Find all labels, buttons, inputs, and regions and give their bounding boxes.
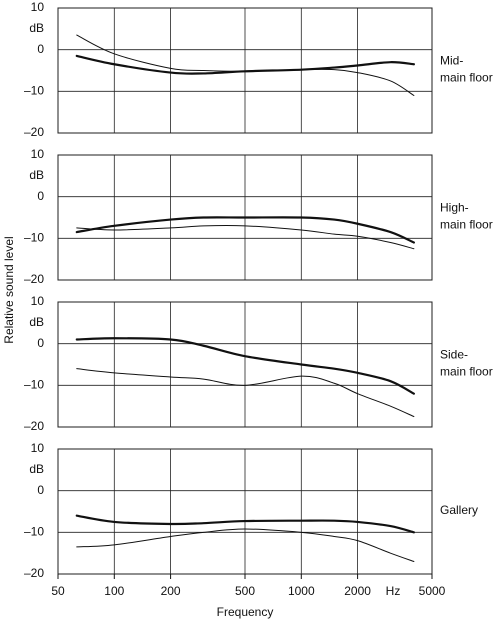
x-tick-label: 50: [51, 584, 65, 598]
y-tick-label: –20: [24, 125, 44, 139]
panel-label: main floor: [440, 218, 493, 232]
line-series: [76, 528, 415, 562]
x-axis-label: Frequency: [217, 605, 274, 619]
x-tick-label: 1000: [288, 584, 315, 598]
line-series: [75, 216, 415, 244]
y-unit: dB: [29, 168, 44, 182]
line-series: [76, 34, 415, 96]
line-series: [75, 514, 415, 534]
y-tick-label: –10: [24, 231, 44, 245]
x-tick-label: 100: [104, 584, 124, 598]
y-unit: dB: [29, 462, 44, 476]
x-unit: Hz: [386, 584, 401, 598]
y-axis-label: Relative sound level: [2, 236, 16, 343]
panel-label: Gallery: [440, 503, 478, 517]
x-tick-label: 5000: [419, 584, 446, 598]
panel-label: main floor: [440, 365, 493, 379]
y-tick-label: 10: [31, 147, 45, 161]
y-tick-label: 10: [31, 294, 45, 308]
y-tick-label: –20: [24, 272, 44, 286]
y-unit: dB: [29, 315, 44, 329]
panel-label: Mid-: [440, 54, 463, 68]
y-tick-label: 10: [31, 441, 45, 455]
line-series: [76, 224, 415, 250]
y-tick-label: 0: [37, 189, 44, 203]
y-tick-label: 0: [37, 336, 44, 350]
panel-label: High-: [440, 201, 469, 215]
y-tick-label: –20: [24, 566, 44, 580]
panel-label: Side-: [440, 348, 468, 362]
y-tick-label: 0: [37, 42, 44, 56]
y-tick-label: 10: [31, 0, 45, 14]
y-unit: dB: [29, 21, 44, 35]
line-series: [75, 337, 415, 395]
y-tick-label: –10: [24, 84, 44, 98]
x-tick-label: 200: [161, 584, 181, 598]
panel-label: main floor: [440, 71, 493, 85]
y-tick-label: –20: [24, 419, 44, 433]
y-tick-label: 0: [37, 483, 44, 497]
x-tick-label: 500: [235, 584, 255, 598]
y-tick-label: –10: [24, 525, 44, 539]
y-tick-label: –10: [24, 378, 44, 392]
x-tick-label: 2000: [344, 584, 371, 598]
line-series: [76, 368, 415, 418]
